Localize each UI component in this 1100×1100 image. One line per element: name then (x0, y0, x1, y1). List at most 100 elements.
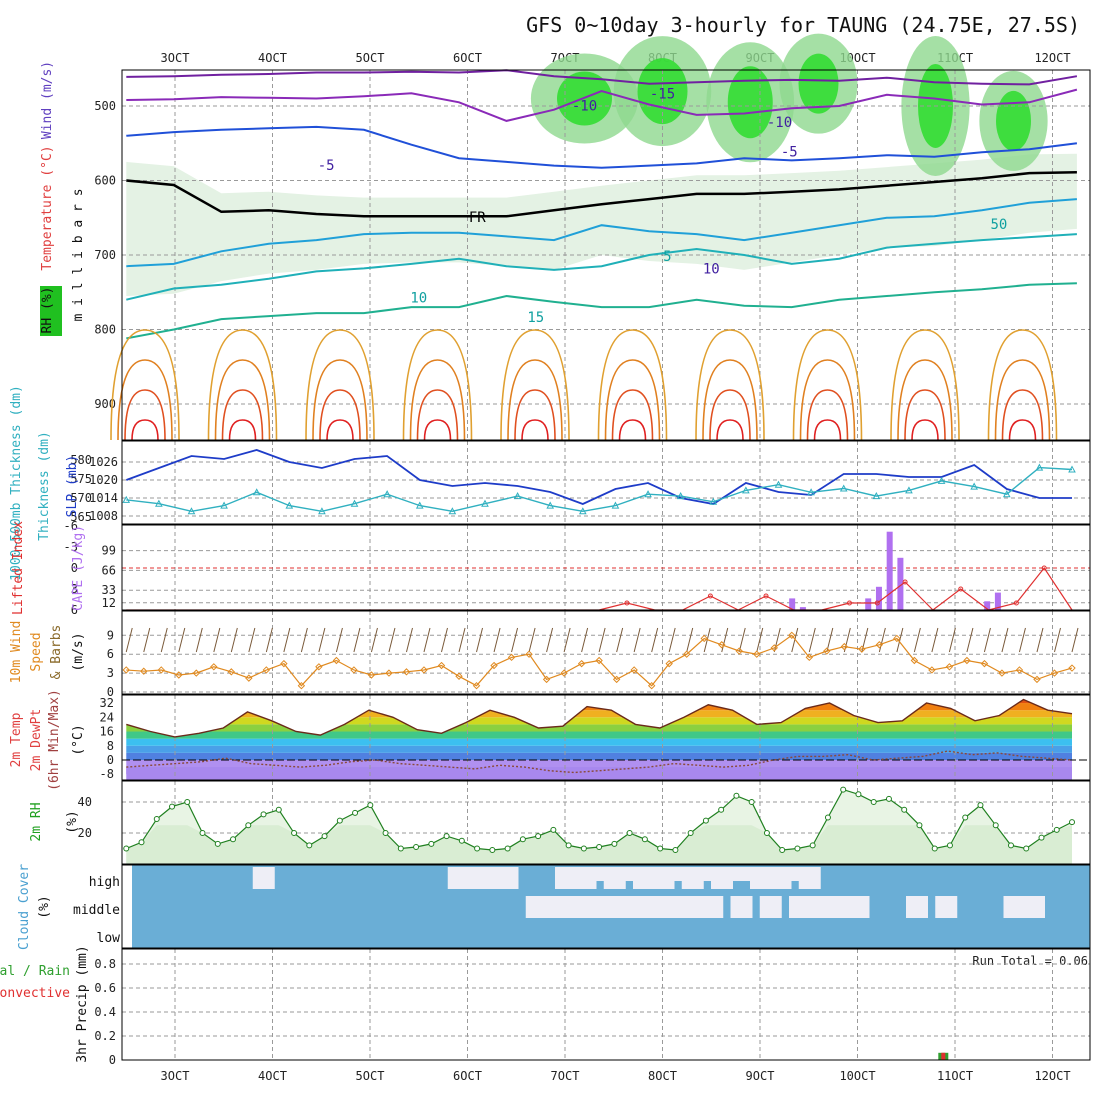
y-tick-label: 12 (102, 596, 116, 610)
cloud-cell-middle (701, 896, 724, 918)
rh-marker (885, 795, 892, 802)
date-tick-label: 12OCT (1034, 51, 1070, 65)
isotherm-line (126, 88, 1078, 122)
wind-speed-marker (490, 661, 498, 670)
thickness-marker (905, 486, 913, 494)
temperature-legend-label: Temperature (°C) (40, 145, 55, 270)
rh-marker (1053, 826, 1060, 833)
wind-speed-marker (595, 656, 603, 665)
rh-marker (382, 830, 389, 836)
y-tick-label: 3 (71, 582, 78, 596)
contour-label: 10 (703, 262, 720, 278)
cloud-cell-middle (808, 896, 831, 918)
wind-speed-marker (350, 666, 358, 674)
date-tick-label: 9OCT (746, 1069, 775, 1083)
cloud-cell-middle (662, 896, 685, 918)
cloud-cell-middle (847, 896, 870, 918)
thickness-marker (285, 501, 294, 509)
temp-axis-label-1: 2m Temp (9, 712, 24, 767)
millibars-axis-label: m i l l i b a r s (71, 188, 86, 321)
y-tick-label: 8 (107, 739, 114, 753)
wind-speed-marker (910, 656, 919, 665)
wind-barb (668, 627, 676, 653)
rh-marker (443, 833, 450, 840)
rh-marker (1007, 842, 1014, 849)
wind-speed-marker (507, 653, 516, 662)
wind-barb (983, 627, 991, 653)
wind-barb (598, 627, 606, 653)
y-tick-label: 0 (107, 753, 114, 767)
wind-barb (458, 627, 466, 653)
date-tick-label: 11OCT (937, 1069, 973, 1083)
wind-speed-marker (682, 650, 691, 658)
rh-marker (428, 840, 435, 847)
date-tick-label: 10OCT (839, 1069, 875, 1083)
wind-barb (1001, 627, 1009, 653)
wind-barb (1036, 627, 1044, 653)
thickness-marker (611, 501, 620, 509)
wind-barb (773, 627, 781, 653)
temp-band (126, 760, 1072, 768)
isotherm-line (214, 359, 271, 441)
y-tick-label: 570 (70, 491, 92, 505)
wind-frame (121, 610, 1091, 695)
chart-title: GFS 0~10day 3-hourly for TAUNG (24.75E, … (526, 13, 1080, 37)
wind-barb (861, 627, 869, 653)
isotherm-line (604, 359, 661, 441)
wind-barb (913, 627, 921, 653)
contour-label: -10 (767, 115, 792, 131)
y-tick-label: 500 (94, 99, 116, 113)
contour-label: 15 (527, 310, 544, 326)
date-tick-label: 8OCT (648, 1069, 677, 1083)
cloud-cell-high (477, 867, 499, 889)
rh-marker (275, 806, 282, 813)
isotherm-line (1008, 419, 1037, 441)
rh-area (126, 825, 1072, 864)
temp-band (126, 752, 1072, 760)
wind10-axis-label-3: & Barbs (49, 625, 64, 680)
temp-bands (126, 699, 1072, 780)
thickness-marker (122, 495, 131, 503)
wind-speed-marker (577, 659, 586, 668)
run-total-label: Run Total = 0.06 (972, 954, 1088, 968)
cross-section-frame (121, 69, 1091, 441)
isotherm-line (312, 359, 368, 441)
rh-shading (727, 66, 773, 139)
rh-marker (458, 837, 465, 844)
thickness-marker (1035, 463, 1044, 471)
cloud-level-label: middle (73, 903, 120, 918)
cloud-cell-middle (828, 896, 850, 918)
wind-barb (178, 627, 186, 653)
lifted-index-marker (1041, 565, 1047, 571)
rh-marker (672, 847, 679, 854)
bottom-date-axis: 3OCT 4OCT 5OCT 6OCT 7OCT 8OCT 9OCT 10OCT 11OCT 12… (161, 1069, 1071, 1083)
contour-label: -15 (650, 87, 675, 103)
wind-speed-marker (420, 666, 428, 674)
y-tick-label: 40 (78, 795, 92, 809)
thickness-marker (1068, 465, 1076, 473)
y-tick-label: 0.2 (94, 1029, 116, 1043)
thickness-slp-frame (121, 440, 1091, 525)
cloud-cell-middle (681, 896, 704, 918)
wind-speed-marker (823, 647, 831, 655)
wind-barb (563, 627, 571, 653)
date-tick-label: 6OCT (453, 51, 482, 65)
wind-barb (686, 627, 694, 653)
temp-frame (121, 694, 1091, 781)
wind-speed-marker (998, 669, 1006, 677)
rh-marker (565, 842, 572, 849)
contour-label: -5 (781, 145, 798, 161)
wind-speed-marker (157, 666, 165, 674)
wind-speed-marker (718, 641, 726, 649)
y-tick-label: 565 (70, 510, 92, 524)
rh-shading (798, 53, 839, 114)
rh-frame (121, 780, 1091, 865)
wind-barb (353, 627, 361, 653)
isotherm-line (1001, 389, 1044, 441)
cape-bar (799, 607, 806, 610)
wind-speed-marker (770, 644, 778, 652)
isotherm-line (305, 329, 375, 441)
temp-band (126, 745, 1072, 753)
isotherm-line (521, 419, 549, 441)
thickness-marker (774, 480, 783, 488)
